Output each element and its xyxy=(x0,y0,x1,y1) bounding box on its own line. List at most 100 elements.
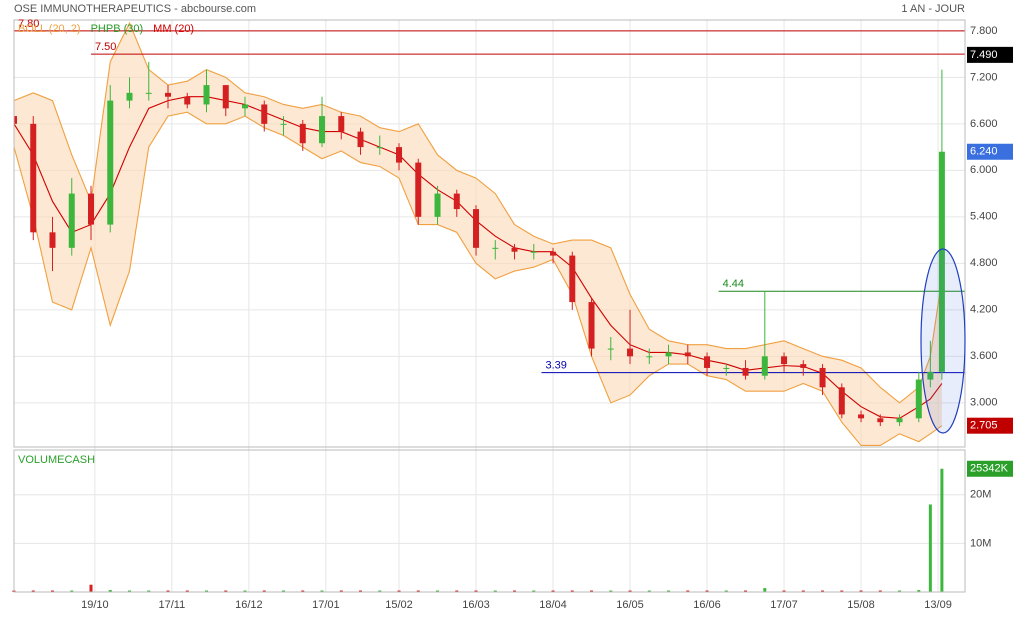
y-tick-label: 5.400 xyxy=(970,211,998,223)
price-marker-label: 6.240 xyxy=(970,146,998,158)
price-marker-box xyxy=(967,417,1013,434)
candle-body xyxy=(415,162,422,217)
candle-body xyxy=(203,85,210,105)
volume-bar xyxy=(821,590,825,592)
volume-bar xyxy=(493,590,497,592)
x-tick-label: 17/01 xyxy=(312,599,340,611)
candle-body xyxy=(14,116,17,124)
volume-bar xyxy=(686,590,690,592)
chart-title: OSE IMMUNOTHERAPEUTICS - abcbourse.com xyxy=(14,3,256,15)
volume-bar xyxy=(647,590,651,592)
candle-body xyxy=(492,247,499,249)
price-marker-box xyxy=(967,460,1013,477)
candle-body xyxy=(877,418,884,423)
candle-body xyxy=(530,251,537,253)
volume-panel xyxy=(12,468,944,592)
volume-bar xyxy=(89,584,93,592)
volume-bar xyxy=(744,590,748,592)
candle-body xyxy=(107,100,114,225)
candle-body xyxy=(453,193,460,210)
y-tick-label: 4.800 xyxy=(970,257,998,269)
volume-bar xyxy=(224,590,228,592)
candle-body xyxy=(819,367,826,388)
y-tick-label: 6.600 xyxy=(970,118,998,130)
volume-bar xyxy=(878,590,882,592)
y-tick-label: 6.000 xyxy=(970,164,998,176)
volume-bar xyxy=(243,590,247,592)
candle-body xyxy=(896,418,903,423)
volume-bar xyxy=(397,590,401,592)
x-tick-label: 16/06 xyxy=(693,599,721,611)
candle-body xyxy=(723,367,730,369)
candle-body xyxy=(434,193,441,217)
candle-body xyxy=(938,151,945,372)
volume-bar xyxy=(339,590,343,592)
overlay: 3.000 3.600 4.200 4.800 5.400 6.000 6.600 7.200… xyxy=(18,18,1013,611)
candle-body xyxy=(800,364,807,368)
candle-body xyxy=(627,348,634,357)
volume-bar xyxy=(609,590,613,592)
candle-body xyxy=(473,209,480,248)
volume-bar xyxy=(31,590,35,592)
volume-bar xyxy=(551,590,555,592)
volume-bar xyxy=(70,590,74,592)
volume-bar xyxy=(859,590,863,592)
bollinger-upper xyxy=(14,21,943,404)
volume-bar xyxy=(763,588,767,592)
candle-body xyxy=(299,123,306,144)
x-tick-label: 16/05 xyxy=(616,599,644,611)
volume-bar xyxy=(801,590,805,592)
candle-body xyxy=(88,193,95,225)
candle-body xyxy=(396,147,403,163)
price-marker-box xyxy=(967,143,1013,160)
volume-bar xyxy=(840,590,844,592)
x-tick-label: 19/10 xyxy=(81,599,109,611)
x-tick-label: 15/08 xyxy=(847,599,875,611)
y-tick-label: 10M xyxy=(970,537,991,549)
level-label: 7.50 xyxy=(95,41,116,53)
candle-body xyxy=(607,348,614,350)
volume-bar xyxy=(898,590,902,592)
highlight-ellipse xyxy=(920,248,966,434)
candle-body xyxy=(30,123,37,233)
candle-body xyxy=(858,414,865,419)
candle-body xyxy=(550,251,557,256)
volume-bar xyxy=(570,590,574,592)
level-label: 4.44 xyxy=(723,278,744,290)
candle-body xyxy=(222,85,229,109)
volume-bar xyxy=(128,590,132,592)
volume-bar xyxy=(628,590,632,592)
candle-body xyxy=(319,116,326,144)
volume-bar xyxy=(378,590,382,592)
y-tick-label: 20M xyxy=(970,489,991,501)
candle-body xyxy=(665,352,672,357)
volume-bar xyxy=(590,590,594,592)
price-marker-label: 25342K xyxy=(970,463,1009,475)
volume-bar xyxy=(917,590,921,592)
volume-bar xyxy=(940,468,944,592)
level-label: 7.80 xyxy=(18,18,39,30)
y-tick-label: 3.600 xyxy=(970,350,998,362)
legend-entry: BOLL (20, 2) xyxy=(18,23,81,35)
y-tick-label: 7.200 xyxy=(970,71,998,83)
volume-bar xyxy=(667,590,671,592)
x-tick-label: 17/07 xyxy=(770,599,798,611)
candle-body xyxy=(242,104,249,109)
volume-bar xyxy=(147,590,151,592)
candle-body xyxy=(569,255,576,303)
volume-bar xyxy=(108,590,112,592)
volume-bar xyxy=(513,590,517,592)
candle-body xyxy=(126,92,133,101)
moving-average xyxy=(14,96,943,419)
x-tick-label: 17/11 xyxy=(158,599,185,611)
volume-bar xyxy=(166,590,170,592)
candle-body xyxy=(646,356,653,358)
volume-bar xyxy=(185,590,189,592)
price-frame xyxy=(13,19,966,448)
candle-body xyxy=(184,96,191,105)
x-tick-label: 13/09 xyxy=(924,599,952,611)
volume-bar xyxy=(416,590,420,592)
y-tick-label: 7.800 xyxy=(970,25,998,37)
volume-frame xyxy=(13,449,966,593)
